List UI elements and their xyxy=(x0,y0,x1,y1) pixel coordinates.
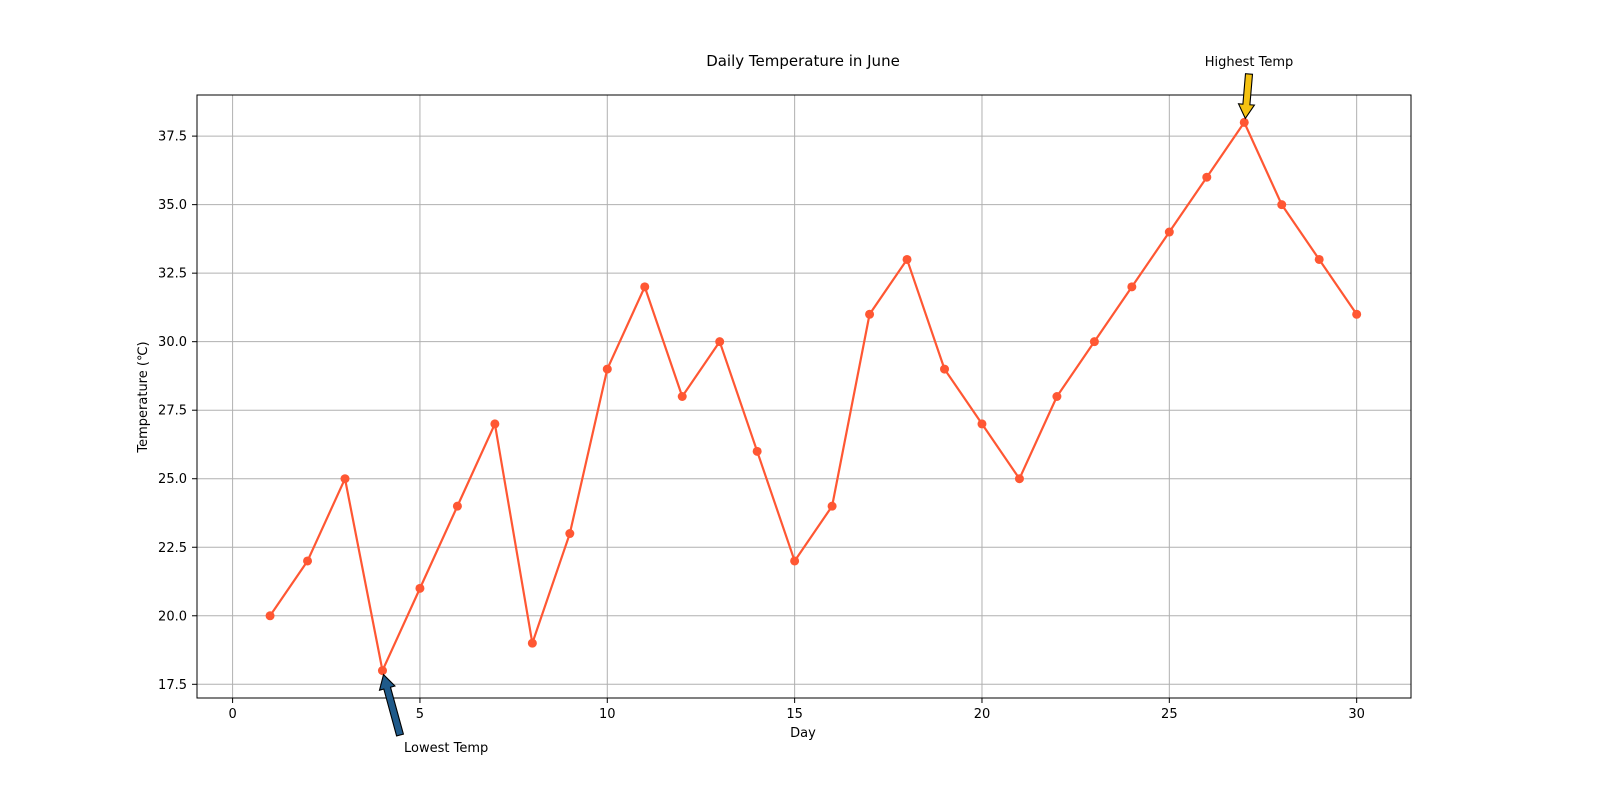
x-tick-label: 25 xyxy=(1161,707,1178,722)
data-point xyxy=(303,556,313,566)
data-point xyxy=(1239,117,1249,127)
data-point xyxy=(1277,200,1287,210)
data-point xyxy=(377,666,387,676)
lowest-temp-label: Lowest Temp xyxy=(404,741,488,756)
y-axis-label: Temperature (℃) xyxy=(136,341,151,453)
data-point xyxy=(827,501,837,511)
x-tick-label: 0 xyxy=(228,707,236,722)
data-point xyxy=(752,446,762,456)
data-point xyxy=(790,556,800,566)
lowest-temp-arrow xyxy=(378,673,405,737)
data-point xyxy=(715,337,725,347)
x-tick-label: 10 xyxy=(599,707,616,722)
chart-title: Daily Temperature in June xyxy=(706,52,900,70)
series-layer xyxy=(265,117,1362,676)
x-tick-label: 30 xyxy=(1348,707,1365,722)
data-point xyxy=(1127,282,1137,292)
data-point xyxy=(1164,227,1174,237)
temperature-line xyxy=(269,121,1358,672)
data-point xyxy=(265,611,275,621)
x-axis-label: Day xyxy=(790,726,816,741)
x-tick-label: 20 xyxy=(974,707,991,722)
data-point xyxy=(415,583,425,593)
y-tick-label: 37.5 xyxy=(158,130,187,145)
data-point xyxy=(640,282,650,292)
y-tick-label: 35.0 xyxy=(158,198,187,213)
y-tick-label: 20.0 xyxy=(158,609,187,624)
y-tick-label: 17.5 xyxy=(158,678,187,693)
data-point xyxy=(1089,337,1099,347)
data-point xyxy=(565,529,575,539)
y-tick-label: 25.0 xyxy=(158,472,187,487)
data-point xyxy=(902,254,912,264)
data-point xyxy=(1202,172,1212,182)
highest-temp-arrow xyxy=(1237,73,1256,120)
data-point xyxy=(527,638,537,648)
grid-lines xyxy=(197,95,1411,698)
data-point xyxy=(1052,392,1062,401)
data-point xyxy=(865,309,875,319)
data-point xyxy=(1314,254,1324,264)
y-axis-ticks: 17.5 20.0 22.5 25.0 27.5 30.0 32.5 35.0 37.5 xyxy=(158,130,197,693)
plot-frame xyxy=(196,94,1412,699)
data-point xyxy=(1014,474,1024,484)
annotation-layer: Lowest Temp Highest Temp xyxy=(378,55,1294,756)
data-point xyxy=(340,474,350,484)
y-tick-label: 30.0 xyxy=(158,335,187,350)
x-tick-label: 15 xyxy=(786,707,803,722)
data-point xyxy=(452,501,462,511)
data-point xyxy=(490,419,500,429)
y-tick-label: 27.5 xyxy=(158,404,187,419)
data-point xyxy=(602,364,612,374)
data-point xyxy=(1352,309,1362,319)
y-tick-label: 32.5 xyxy=(158,267,187,282)
x-axis-ticks: 0 5 10 15 20 25 30 xyxy=(228,698,1365,722)
x-tick-label: 5 xyxy=(416,707,424,722)
y-tick-label: 22.5 xyxy=(158,541,187,556)
highest-temp-label: Highest Temp xyxy=(1205,55,1294,70)
data-point xyxy=(977,419,987,429)
data-point xyxy=(677,392,687,401)
data-point xyxy=(940,364,950,374)
